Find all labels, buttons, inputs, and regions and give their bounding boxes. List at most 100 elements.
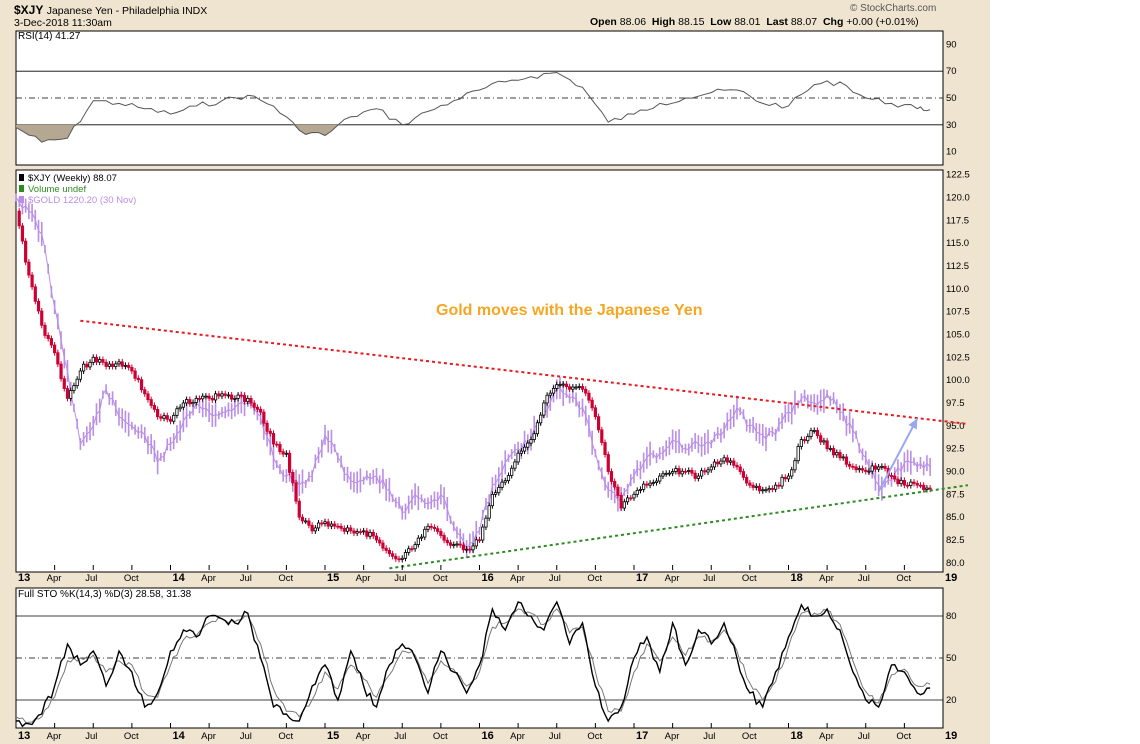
price-x-tick-label: 16 [482,572,494,584]
last-label: Last [766,16,788,28]
xjy-candle-body [535,422,540,435]
xjy-candle-body [20,225,25,242]
sto-x-tick-label: Apr [356,731,371,742]
sto-x-tick-label: Jul [549,731,561,742]
xjy-candle-body [622,501,626,509]
xjy-candle-body [284,452,288,455]
xjy-candle-body [85,363,89,368]
price-y-tick-label: 107.5 [946,307,970,318]
price-x-tick-label: 13 [18,572,30,584]
xjy-candle-body [423,528,427,538]
sto-y-tick-label: 20 [946,695,957,706]
high-label: High [651,16,676,28]
xjy-candle-body [909,481,913,486]
xjy-candle-body [474,539,478,547]
xjy-candle-body [88,361,92,368]
high-value: 88.15 [678,16,705,28]
xjy-candle-body [378,539,382,544]
xjy-candle-body [365,530,369,537]
xjy-candle-body [101,359,105,363]
xjy-candle-body [468,548,472,551]
xjy-candle-body [172,414,176,422]
xjy-candle-body [844,456,849,465]
xjy-candle-body [316,522,321,529]
xjy-candle-body [400,557,404,560]
xjy-candle-body [880,465,884,468]
xjy-candle-body [413,544,417,550]
xjy-candle-body [819,435,823,443]
xjy-candle-body [230,394,234,400]
xjy-candle-body [484,517,488,528]
xjy-candle-body [204,395,208,398]
xjy-candle-body [709,466,713,471]
xjy-candle-body [796,446,800,462]
xjy-candle-body [912,481,916,484]
xjy-candle-body [532,433,536,440]
legend-label: $GOLD 1220.20 (30 Nov) [28,195,136,206]
rsi-y-tick-label: 10 [946,147,957,158]
xjy-candle-body [864,469,868,472]
price-x-tick-label: 17 [636,572,648,584]
sto-x-tick-label: 14 [173,730,186,742]
xjy-candle-body [802,439,807,442]
xjy-candle-body [49,338,54,346]
sto-x-tick-label: Jul [394,731,406,742]
xjy-candle-body [65,388,70,399]
sto-x-tick-label: Jul [703,731,715,742]
xjy-candle-body [600,429,604,443]
chart-annotation: Gold moves with the Japanese Yen [436,302,703,319]
xjy-candle-body [358,531,363,533]
sto-k-line [15,600,931,728]
xjy-candle-body [780,476,784,487]
xjy-candle-body [786,475,791,480]
sto-x-tick-label: Apr [201,731,216,742]
xjy-candle-body [716,461,720,465]
xjy-candle-body [426,525,430,530]
support-trendline [389,484,969,570]
price-x-tick-label: 18 [791,572,803,584]
xjy-candle-body [320,522,324,525]
xjy-candle-body [156,409,160,418]
xjy-candle-body [899,479,903,485]
xjy-candle-body [722,457,726,462]
sto-x-tick-label: Oct [124,731,139,742]
chg-label: Chg [822,16,844,28]
xjy-candle-body [162,415,166,419]
xjy-candle-body [465,548,469,551]
price-x-tick-label: Oct [433,573,448,584]
sto-x-tick-label: Oct [433,731,448,742]
xjy-candle-body [671,471,675,474]
xjy-candle-body [397,558,401,561]
xjy-candle-body [564,383,569,388]
xjy-candle-body [461,544,466,551]
xjy-candle-body [349,527,353,532]
xjy-candle-body [249,398,253,404]
xjy-candle-body [928,487,932,490]
xjy-candle-body [506,475,511,482]
price-x-tick-label: Jul [703,573,715,584]
xjy-candle-body [313,527,317,532]
xjy-candle-body [304,520,308,523]
xjy-candle-body [139,379,144,391]
xjy-candle-body [114,363,118,367]
xjy-candle-body [696,475,700,479]
price-y-tick-label: 122.5 [946,170,970,181]
xjy-candle-body [651,482,655,484]
xjy-candle-body [329,523,334,527]
xjy-candle-body [43,324,47,336]
price-y-tick-label: 115.0 [946,238,969,249]
xjy-candle-body [69,390,73,399]
xjy-candle-body [619,495,623,509]
xjy-candle-body [387,550,391,555]
xjy-candle-body [854,466,858,471]
xjy-candle-body [741,471,746,478]
xjy-candle-body [838,452,842,459]
price-x-tick-label: 14 [173,572,186,584]
xjy-candle-body [674,468,678,472]
sto-x-tick-label: Oct [896,731,911,742]
sto-x-tick-label: Jul [240,731,252,742]
xjy-candle-body [542,402,546,416]
xjy-candle-body [873,465,878,470]
xjy-candle-body [761,489,765,492]
xjy-candle-body [445,539,449,544]
